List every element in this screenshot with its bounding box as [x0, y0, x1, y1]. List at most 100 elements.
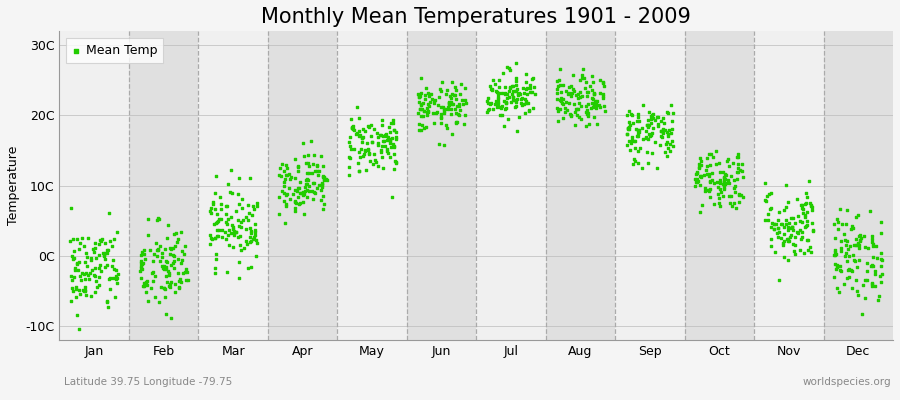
Mean Temp: [435, 115, 449, 121]
Bar: [824, 31, 893, 340]
Mean Temp: [452, 111, 466, 118]
Mean Temp: [691, 178, 706, 184]
Mean Temp: [299, 180, 313, 187]
Mean Temp: [242, 225, 256, 231]
Mean Temp: [98, 255, 112, 262]
Mean Temp: [166, 231, 181, 238]
Mean Temp: [214, 216, 229, 222]
Bar: [338, 31, 407, 340]
Mean Temp: [774, 235, 788, 241]
Mean Temp: [797, 201, 812, 207]
Mean Temp: [106, 275, 121, 281]
Mean Temp: [758, 180, 772, 186]
Mean Temp: [493, 105, 508, 111]
Mean Temp: [368, 157, 382, 163]
Mean Temp: [94, 235, 109, 242]
Mean Temp: [87, 289, 102, 295]
Mean Temp: [796, 210, 810, 216]
Mean Temp: [279, 203, 293, 209]
Mean Temp: [619, 131, 634, 137]
Mean Temp: [778, 224, 792, 230]
Mean Temp: [110, 275, 124, 281]
Mean Temp: [387, 151, 401, 158]
Mean Temp: [352, 128, 366, 134]
Mean Temp: [579, 103, 593, 109]
Mean Temp: [713, 179, 727, 185]
Mean Temp: [421, 101, 436, 108]
Mean Temp: [632, 118, 646, 124]
Mean Temp: [832, 206, 847, 212]
Mean Temp: [227, 228, 241, 234]
Mean Temp: [705, 170, 719, 176]
Mean Temp: [586, 96, 600, 102]
Mean Temp: [665, 126, 680, 132]
Mean Temp: [84, 254, 98, 261]
Mean Temp: [244, 264, 258, 270]
Mean Temp: [642, 130, 656, 137]
Mean Temp: [96, 250, 111, 256]
Mean Temp: [235, 196, 249, 202]
Mean Temp: [840, 207, 854, 214]
Mean Temp: [437, 106, 452, 112]
Mean Temp: [653, 128, 668, 134]
Mean Temp: [717, 186, 732, 192]
Mean Temp: [445, 130, 459, 137]
Mean Temp: [376, 138, 391, 144]
Mean Temp: [76, 243, 91, 250]
Mean Temp: [777, 238, 791, 245]
Mean Temp: [719, 180, 733, 186]
Mean Temp: [786, 226, 800, 233]
Mean Temp: [110, 228, 124, 235]
Mean Temp: [302, 170, 317, 176]
Mean Temp: [731, 160, 745, 167]
Mean Temp: [632, 128, 646, 135]
Mean Temp: [150, 246, 165, 252]
Mean Temp: [505, 82, 519, 89]
Mean Temp: [310, 185, 324, 191]
Mean Temp: [241, 217, 256, 223]
Mean Temp: [450, 118, 464, 125]
Mean Temp: [449, 118, 464, 125]
Mean Temp: [518, 109, 533, 116]
Mean Temp: [730, 150, 744, 157]
Mean Temp: [282, 171, 296, 177]
Mean Temp: [551, 118, 565, 124]
Mean Temp: [587, 101, 601, 107]
Mean Temp: [356, 134, 371, 140]
Mean Temp: [315, 181, 329, 188]
Mean Temp: [383, 129, 398, 135]
Mean Temp: [693, 157, 707, 164]
Mean Temp: [139, 279, 153, 285]
Mean Temp: [498, 106, 512, 112]
Mean Temp: [713, 202, 727, 209]
Mean Temp: [866, 241, 880, 247]
Mean Temp: [688, 176, 703, 182]
Mean Temp: [632, 127, 646, 133]
Mean Temp: [506, 88, 520, 94]
Mean Temp: [488, 101, 502, 108]
Mean Temp: [149, 217, 164, 223]
Mean Temp: [509, 103, 524, 109]
Mean Temp: [734, 167, 748, 173]
Mean Temp: [316, 193, 330, 200]
Mean Temp: [700, 155, 715, 162]
Mean Temp: [802, 178, 816, 184]
Mean Temp: [76, 235, 90, 242]
Mean Temp: [172, 278, 186, 285]
Mean Temp: [453, 107, 467, 114]
Mean Temp: [233, 241, 248, 248]
Mean Temp: [839, 242, 853, 249]
Mean Temp: [828, 247, 842, 253]
Mean Temp: [219, 236, 233, 242]
Mean Temp: [830, 262, 844, 268]
Mean Temp: [159, 266, 174, 272]
Mean Temp: [481, 106, 495, 113]
Mean Temp: [382, 137, 397, 143]
Mean Temp: [65, 276, 79, 283]
Mean Temp: [413, 127, 428, 134]
Mean Temp: [711, 191, 725, 197]
Mean Temp: [220, 220, 234, 227]
Mean Temp: [203, 210, 218, 216]
Mean Temp: [835, 221, 850, 227]
Mean Temp: [418, 92, 432, 98]
